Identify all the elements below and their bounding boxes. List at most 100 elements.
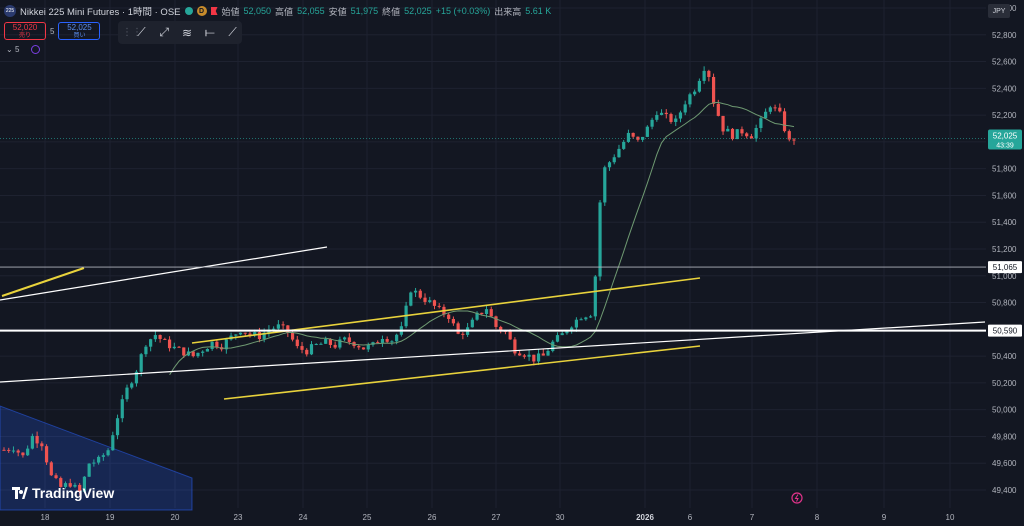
candle-body: [54, 475, 58, 479]
candle-body: [664, 112, 668, 115]
indicator-settings-icon[interactable]: [31, 45, 41, 54]
currency-selector[interactable]: JPY: [988, 4, 1010, 18]
open-value: 52,050: [243, 6, 272, 16]
candle-body: [711, 76, 716, 104]
candle-body: [134, 371, 139, 384]
candle-body: [536, 353, 541, 362]
candle-body: [693, 91, 697, 95]
candle-body: [489, 309, 493, 317]
candle-body: [7, 449, 11, 451]
tradingview-logo[interactable]: TradingView: [12, 485, 114, 501]
candle-body: [281, 324, 285, 326]
candle-body: [125, 387, 129, 400]
candle-body: [290, 332, 295, 340]
flag-icon[interactable]: [210, 7, 218, 15]
x-tick-label: 23: [234, 513, 243, 522]
symbol-header: 225 Nikkei 225 Mini Futures · 1時間 · OSE …: [4, 4, 551, 18]
candle-body: [324, 339, 328, 344]
candle-body: [669, 114, 673, 122]
y-tick-label: 50,000: [992, 406, 1017, 415]
candle-body: [527, 354, 531, 357]
market-open-icon: [184, 7, 193, 15]
candle-body: [409, 292, 413, 306]
candle-body: [342, 337, 347, 340]
falling-channel-fill: [0, 405, 193, 511]
symbol-icon[interactable]: 225: [4, 5, 16, 17]
candle-body: [130, 383, 134, 388]
parallel-channel-tool[interactable]: ≋: [181, 25, 193, 40]
candle-body: [674, 118, 678, 122]
extended-line-tool[interactable]: ⟋: [228, 25, 237, 39]
candle-body: [182, 347, 186, 356]
buy-label: 買い: [73, 33, 86, 39]
indicator-row: ⌄ 5: [6, 45, 41, 54]
candle-body: [120, 399, 124, 419]
order-panel: 52,020 売り 5 52,025 買い: [4, 22, 101, 40]
buy-button[interactable]: 52,025 買い: [58, 22, 101, 40]
candle-body: [395, 334, 399, 342]
candle-body: [11, 450, 16, 452]
candle-body: [792, 139, 796, 141]
buy-price: 52,025: [67, 23, 92, 32]
candle-body: [262, 332, 266, 340]
x-tick-label: 24: [299, 513, 308, 522]
candle-body: [418, 290, 422, 298]
y-tick-label: 51,200: [992, 245, 1017, 254]
candle-body: [144, 346, 148, 355]
candle-body: [286, 325, 290, 333]
replay-icon[interactable]: [791, 492, 803, 504]
candle-body: [16, 450, 20, 453]
candle-body: [26, 448, 30, 456]
price-label-box: [988, 324, 1022, 337]
candle-body: [172, 346, 176, 349]
candle-body: [617, 148, 621, 158]
y-tick-label: 51,800: [992, 165, 1017, 174]
price-label-text: 50,590: [993, 327, 1018, 336]
candle-body: [276, 324, 280, 329]
candle-body: [295, 339, 299, 347]
candle-body: [499, 326, 503, 331]
candle-body: [707, 70, 711, 77]
candle-body: [257, 332, 262, 340]
candle-body: [333, 344, 337, 348]
x-tick-label: 6: [688, 513, 693, 522]
candle-body: [224, 339, 228, 350]
price-label-box: [988, 261, 1022, 274]
candle-body: [612, 157, 616, 163]
delayed-data-badge[interactable]: D: [196, 6, 207, 16]
candle-body: [63, 483, 68, 487]
x-tick-label: 27: [492, 513, 501, 522]
candle-body: [607, 162, 612, 168]
candle-body: [177, 346, 181, 348]
ray-tool[interactable]: ⤢: [159, 25, 169, 39]
candle-body: [513, 339, 517, 354]
candle-body: [622, 141, 626, 149]
candle-body: [759, 118, 763, 128]
candle-body: [697, 80, 701, 92]
candle-body: [319, 343, 323, 345]
candle-body: [546, 350, 550, 356]
trend-line-tool[interactable]: ⟋: [137, 25, 146, 39]
x-tick-label: 19: [106, 513, 115, 522]
indicators-toggle[interactable]: ⌄ 5: [6, 45, 19, 54]
close-label: 終値: [382, 6, 401, 17]
drag-handle-icon[interactable]: ⋮⋮: [122, 27, 142, 38]
candle-body: [101, 455, 105, 457]
candle-body: [210, 341, 214, 349]
candle-body: [361, 347, 366, 350]
candle-body: [111, 435, 115, 451]
x-tick-label: 26: [428, 513, 437, 522]
candle-body: [782, 111, 787, 132]
candle-body: [484, 309, 489, 314]
sell-button[interactable]: 52,020 売り: [4, 22, 46, 40]
trend-line-white-lower: [0, 321, 986, 383]
candle-body: [423, 297, 427, 302]
horizontal-ray-tool[interactable]: ⟝: [204, 25, 215, 39]
candle-body: [518, 353, 522, 356]
candle-body: [201, 351, 205, 353]
symbol-title[interactable]: Nikkei 225 Mini Futures · 1時間 · OSE: [20, 7, 181, 18]
sell-label: 売り: [18, 33, 31, 39]
candle-body: [115, 418, 120, 436]
candle-body: [508, 331, 512, 340]
